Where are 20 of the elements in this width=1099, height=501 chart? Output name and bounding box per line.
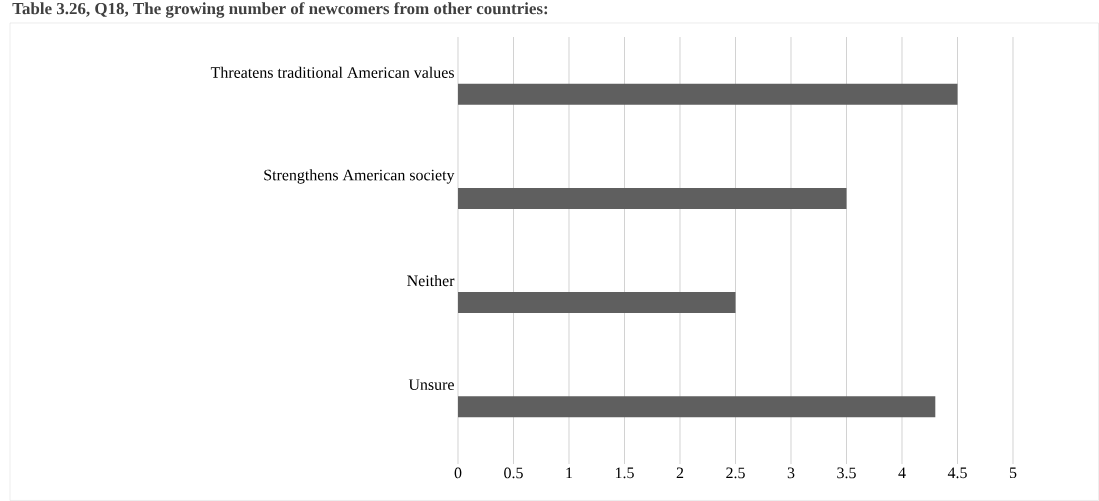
bar [458,396,936,418]
x-tick-label: 3 [787,467,795,479]
y-tick-label: Strengthens American society [264,169,455,184]
x-tick-label: 0.5 [504,467,523,479]
bar [458,187,847,209]
x-tick-label: 1 [566,467,573,479]
bar [458,292,736,314]
y-tick-label: Threatens traditional American values [210,66,454,78]
x-tick-label: 4.5 [947,467,967,479]
y-tick-label: Neither [407,274,455,287]
x-tick-label: 1.5 [615,467,634,479]
text: Table 3.26, Q18, The growing number of newcomers from other countries: [12,2,548,18]
x-tick-label: 5 [1009,467,1017,479]
x-tick-label: 0 [454,467,462,479]
bar [458,83,958,105]
x-tick-label: 2 [676,467,684,479]
x-tick-label: 3.5 [837,467,856,479]
y-tick-label: Unsure [408,379,454,391]
x-tick-label: 2.5 [726,467,745,479]
x-tick-label: 4 [898,467,906,478]
